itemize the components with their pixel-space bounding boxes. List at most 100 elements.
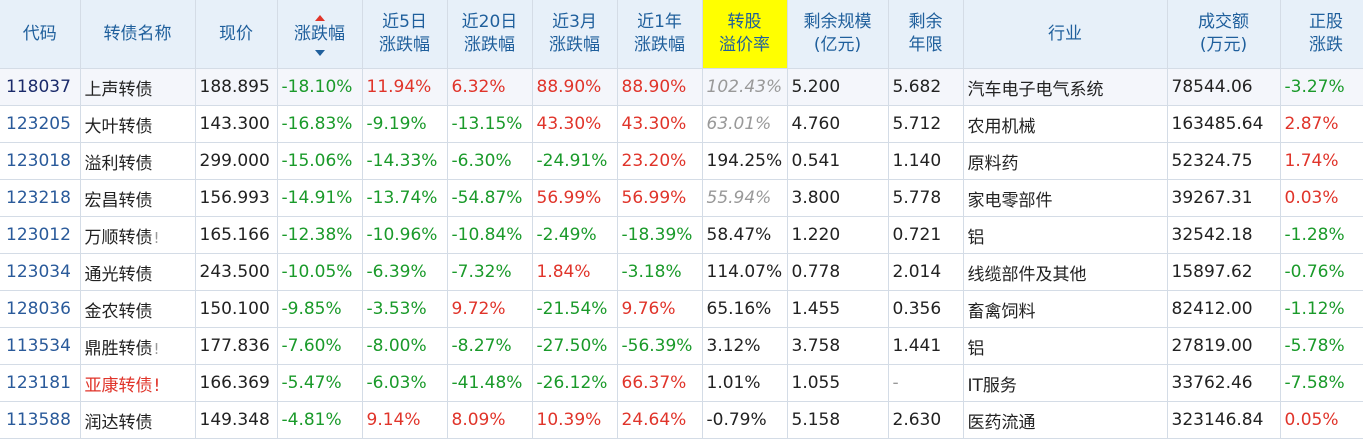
- col-header-change-20d[interactable]: 近20日 涨跌幅: [447, 0, 533, 69]
- price-cell: 150.100: [195, 290, 278, 328]
- bond-name-link[interactable]: 大叶转债: [80, 105, 196, 143]
- change-5d-cell-text: -9.19%: [366, 114, 427, 134]
- remaining-size-cell-text: 3.758: [791, 336, 841, 356]
- bond-name-link[interactable]: 通光转债: [80, 253, 196, 291]
- industry-cell: 家电零部件: [963, 179, 1168, 217]
- table-row[interactable]: 123018 溢利转债 299.000 -15.06% -14.33% -6.30% -24…: [0, 142, 1363, 180]
- change-20d-cell: -7.32%: [447, 253, 533, 291]
- bond-code-link[interactable]: 123205: [0, 105, 81, 143]
- bond-code-link[interactable]: 113588: [0, 401, 81, 439]
- table-row[interactable]: 113588 润达转债 149.348 -4.81% 9.14% 8.09% 10.39% 2…: [0, 401, 1363, 439]
- price-cell-text: 166.369: [199, 373, 270, 393]
- stock-change-cell: -7.58%: [1280, 364, 1363, 402]
- table-row[interactable]: 123181 亚康转债! 166.369 -5.47% -6.03% -41.48% -26…: [0, 364, 1363, 402]
- col-header-industry-label: 行业: [1048, 23, 1082, 44]
- remaining-size-cell: 3.800: [787, 179, 889, 217]
- change-20d-cell-text: 9.72%: [451, 299, 506, 319]
- industry-cell: 畜禽饲料: [963, 290, 1168, 328]
- change-1y-cell: 66.37%: [617, 364, 703, 402]
- change-cell: -12.38%: [277, 216, 363, 254]
- change-cell: -18.10%: [277, 68, 363, 106]
- col-header-change[interactable]: 涨跌幅: [277, 0, 363, 69]
- bond-name-link[interactable]: 鼎胜转债!: [80, 327, 196, 365]
- bond-code-link[interactable]: 123018: [0, 142, 81, 180]
- col-header-code[interactable]: 代码: [0, 0, 81, 69]
- change-1y-cell-text: 9.76%: [621, 299, 676, 319]
- table-row[interactable]: 123034 通光转债 243.500 -10.05% -6.39% -7.32% 1.84…: [0, 253, 1363, 291]
- bond-name-link[interactable]: 宏昌转债: [80, 179, 196, 217]
- bond-code-link[interactable]: 123218: [0, 179, 81, 217]
- col-header-premium[interactable]: 转股 溢价率: [702, 0, 788, 69]
- change-5d-cell: -14.33%: [362, 142, 448, 180]
- bond-code-link[interactable]: 123181: [0, 364, 81, 402]
- change-3m-cell: 1.84%: [532, 253, 618, 291]
- volume-cell-text: 33762.46: [1171, 373, 1253, 393]
- bond-code-link[interactable]: 123034: [0, 253, 81, 291]
- col-header-change-5d[interactable]: 近5日 涨跌幅: [362, 0, 448, 69]
- remaining-years-cell: 1.441: [888, 327, 964, 365]
- bond-code-link[interactable]: 123012: [0, 216, 81, 254]
- col-header-change-3m-label-1: 近3月: [552, 12, 597, 32]
- premium-cell-text: 3.12%: [706, 336, 761, 356]
- change-1y-cell: 9.76%: [617, 290, 703, 328]
- volume-cell-text: 78544.06: [1171, 77, 1253, 97]
- col-header-remaining-years[interactable]: 剩余 年限: [888, 0, 964, 69]
- sort-descending-icon: [314, 49, 325, 56]
- bond-code-link[interactable]: 113534: [0, 327, 81, 365]
- col-header-volume-label-2: (万元): [1199, 35, 1248, 55]
- table-row[interactable]: 123012 万顺转债! 165.166 -12.38% -10.96% -10.84% -…: [0, 216, 1363, 254]
- col-header-volume-label-1: 成交额: [1198, 12, 1249, 32]
- bond-name-link[interactable]: 万顺转债!: [80, 216, 196, 254]
- table-row[interactable]: 123218 宏昌转债 156.993 -14.91% -13.74% -54.87% 56…: [0, 179, 1363, 217]
- col-header-stock-change[interactable]: 正股 涨跌: [1280, 0, 1363, 69]
- bond-name-link[interactable]: 上声转债: [80, 68, 196, 106]
- industry-cell: 农用机械: [963, 105, 1168, 143]
- col-header-change-3m[interactable]: 近3月 涨跌幅: [532, 0, 618, 69]
- remaining-years-cell-text: -: [892, 373, 899, 393]
- change-5d-cell-text: 11.94%: [366, 77, 432, 97]
- col-header-remaining-size[interactable]: 剩余规模 (亿元): [787, 0, 889, 69]
- change-cell: -16.83%: [277, 105, 363, 143]
- bond-code-link[interactable]: 128036: [0, 290, 81, 328]
- bond-code-link[interactable]: 118037: [0, 68, 81, 106]
- change-cell-text: -15.06%: [281, 151, 353, 171]
- change-cell: -14.91%: [277, 179, 363, 217]
- premium-cell-text: 65.16%: [706, 299, 772, 319]
- col-header-name[interactable]: 转债名称: [80, 0, 196, 69]
- change-cell-text: -12.38%: [281, 225, 353, 245]
- volume-cell-text: 39267.31: [1171, 188, 1253, 208]
- premium-cell: 55.94%: [702, 179, 788, 217]
- col-header-price[interactable]: 现价: [195, 0, 278, 69]
- table-row[interactable]: 128036 金农转债 150.100 -9.85% -3.53% 9.72% -21.54…: [0, 290, 1363, 328]
- change-1y-cell-text: -18.39%: [621, 225, 693, 245]
- bond-name-link[interactable]: 亚康转债!: [80, 364, 196, 402]
- change-20d-cell-text: -54.87%: [451, 188, 523, 208]
- table-row[interactable]: 118037 上声转债 188.895 -18.10% 11.94% 6.32% 88.90…: [0, 68, 1363, 106]
- price-cell-text: 143.300: [199, 114, 270, 134]
- change-3m-cell: -21.54%: [532, 290, 618, 328]
- col-header-industry[interactable]: 行业: [963, 0, 1168, 69]
- remaining-years-cell-text: 1.441: [892, 336, 942, 356]
- change-1y-cell: 56.99%: [617, 179, 703, 217]
- bond-name-link[interactable]: 溢利转债: [80, 142, 196, 180]
- change-20d-cell-text: -8.27%: [451, 336, 512, 356]
- change-20d-cell: -41.48%: [447, 364, 533, 402]
- volume-cell-text: 27819.00: [1171, 336, 1253, 356]
- col-header-remaining-size-label-1: 剩余规模: [803, 12, 872, 32]
- table-row[interactable]: 123205 大叶转债 143.300 -16.83% -9.19% -13.15% 43.…: [0, 105, 1363, 143]
- bond-name-link[interactable]: 金农转债: [80, 290, 196, 328]
- table-row[interactable]: 113534 鼎胜转债! 177.836 -7.60% -8.00% -8.27% -27.…: [0, 327, 1363, 365]
- stock-change-cell: 0.05%: [1280, 401, 1363, 439]
- price-cell-text: 156.993: [199, 188, 270, 208]
- table-header-row: 代码 转债名称 现价 涨跌幅 近5日 涨跌幅 近20日 涨跌幅 近3月 涨跌幅 近1年…: [0, 0, 1363, 69]
- change-5d-cell-text: -6.39%: [366, 262, 427, 282]
- bond-name-link[interactable]: 润达转债: [80, 401, 196, 439]
- col-header-change-1y[interactable]: 近1年 涨跌幅: [617, 0, 703, 69]
- remaining-size-cell-text: 4.760: [791, 114, 841, 134]
- col-header-volume[interactable]: 成交额 (万元): [1167, 0, 1281, 69]
- change-20d-cell: 9.72%: [447, 290, 533, 328]
- warning-mark: !: [153, 375, 161, 396]
- remaining-size-cell-text: 1.455: [791, 299, 841, 319]
- change-5d-cell-text: -14.33%: [366, 151, 438, 171]
- col-header-remaining-years-label-2: 年限: [908, 35, 943, 55]
